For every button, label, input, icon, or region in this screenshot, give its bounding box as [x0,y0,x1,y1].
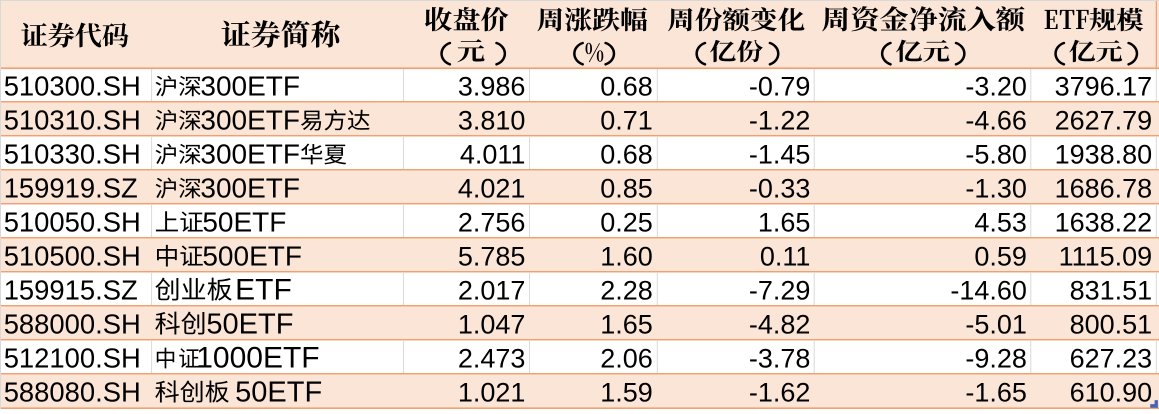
svg-text:1638.22: 1638.22 [1055,208,1153,238]
svg-text:300ETF: 300ETF [200,71,300,102]
svg-text:4.011: 4.011 [460,140,526,170]
svg-text:2.28: 2.28 [600,276,653,306]
svg-text:2.017: 2.017 [458,276,526,306]
svg-text:1938.80: 1938.80 [1055,140,1153,170]
svg-text:159919.SZ: 159919.SZ [4,173,138,204]
svg-text:50ETF: 50ETF [206,309,293,341]
svg-text:-1.62: -1.62 [749,378,811,408]
svg-text:300ETF: 300ETF [200,139,300,170]
svg-text:-1.30: -1.30 [965,174,1027,204]
svg-text:3796.17: 3796.17 [1055,72,1153,102]
svg-text:610.90: 610.90 [1070,378,1153,408]
svg-text:-1.22: -1.22 [749,106,811,136]
svg-text:50ETF: 50ETF [235,377,322,409]
svg-text:1.65: 1.65 [600,310,653,340]
svg-text:-5.01: -5.01 [965,310,1027,340]
svg-text:1.59: 1.59 [600,378,653,408]
svg-text:1115.09: 1115.09 [1059,242,1153,272]
svg-text:300ETF: 300ETF [200,105,300,136]
svg-text:510500.SH: 510500.SH [4,241,141,272]
svg-text:-3.20: -3.20 [965,72,1027,102]
svg-text:-4.82: -4.82 [749,310,811,340]
svg-text:510310.SH: 510310.SH [4,105,141,136]
svg-text:588000.SH: 588000.SH [4,309,141,340]
svg-text:0.59: 0.59 [974,242,1027,272]
svg-text:510300.SH: 510300.SH [4,71,141,102]
svg-text:-5.80: -5.80 [965,140,1027,170]
svg-text:3.810: 3.810 [458,106,526,136]
svg-text:-3.78: -3.78 [749,344,811,374]
svg-text:0.25: 0.25 [600,208,653,238]
svg-text:300ETF: 300ETF [200,173,300,204]
svg-text:2.06: 2.06 [600,344,653,374]
svg-text:1.047: 1.047 [458,310,526,340]
svg-text:1.60: 1.60 [600,242,653,272]
svg-text:-1.65: -1.65 [965,378,1027,408]
svg-text:4.53: 4.53 [974,208,1027,238]
svg-text:3.986: 3.986 [458,72,526,102]
svg-text:-4.66: -4.66 [965,106,1027,136]
svg-text:0.68: 0.68 [600,72,653,102]
svg-text:0.11: 0.11 [760,242,811,272]
svg-text:512100.SH: 512100.SH [4,343,141,374]
svg-text:831.51: 831.51 [1070,276,1153,306]
svg-text:-0.33: -0.33 [749,174,811,204]
svg-text:-1.45: -1.45 [749,140,811,170]
svg-text:627.23: 627.23 [1070,344,1153,374]
svg-text:4.021: 4.021 [458,174,526,204]
svg-text:500ETF: 500ETF [202,241,302,272]
svg-text:1000ETF: 1000ETF [196,342,319,375]
svg-text:2.756: 2.756 [458,208,526,238]
svg-text:0.85: 0.85 [600,174,653,204]
svg-text:510330.SH: 510330.SH [4,139,141,170]
svg-text:2.473: 2.473 [458,344,526,374]
svg-text:1686.78: 1686.78 [1055,174,1153,204]
svg-text:-7.29: -7.29 [749,276,811,306]
svg-text:-9.28: -9.28 [965,344,1027,374]
svg-text:0.68: 0.68 [600,140,653,170]
svg-text:ETF: ETF [235,274,292,307]
svg-text:-0.79: -0.79 [749,72,811,102]
svg-text:1.65: 1.65 [758,208,811,238]
svg-text:1.021: 1.021 [458,378,526,408]
svg-text:50ETF: 50ETF [202,207,286,238]
svg-text:159915.SZ: 159915.SZ [4,275,138,306]
svg-text:800.51: 800.51 [1070,310,1153,340]
svg-text:588080.SH: 588080.SH [4,377,141,408]
svg-text:0.71: 0.71 [600,106,653,136]
svg-text:510050.SH: 510050.SH [4,207,141,238]
svg-text:5.785: 5.785 [458,242,526,272]
svg-text:2627.79: 2627.79 [1055,106,1153,136]
svg-text:-14.60: -14.60 [950,276,1027,306]
